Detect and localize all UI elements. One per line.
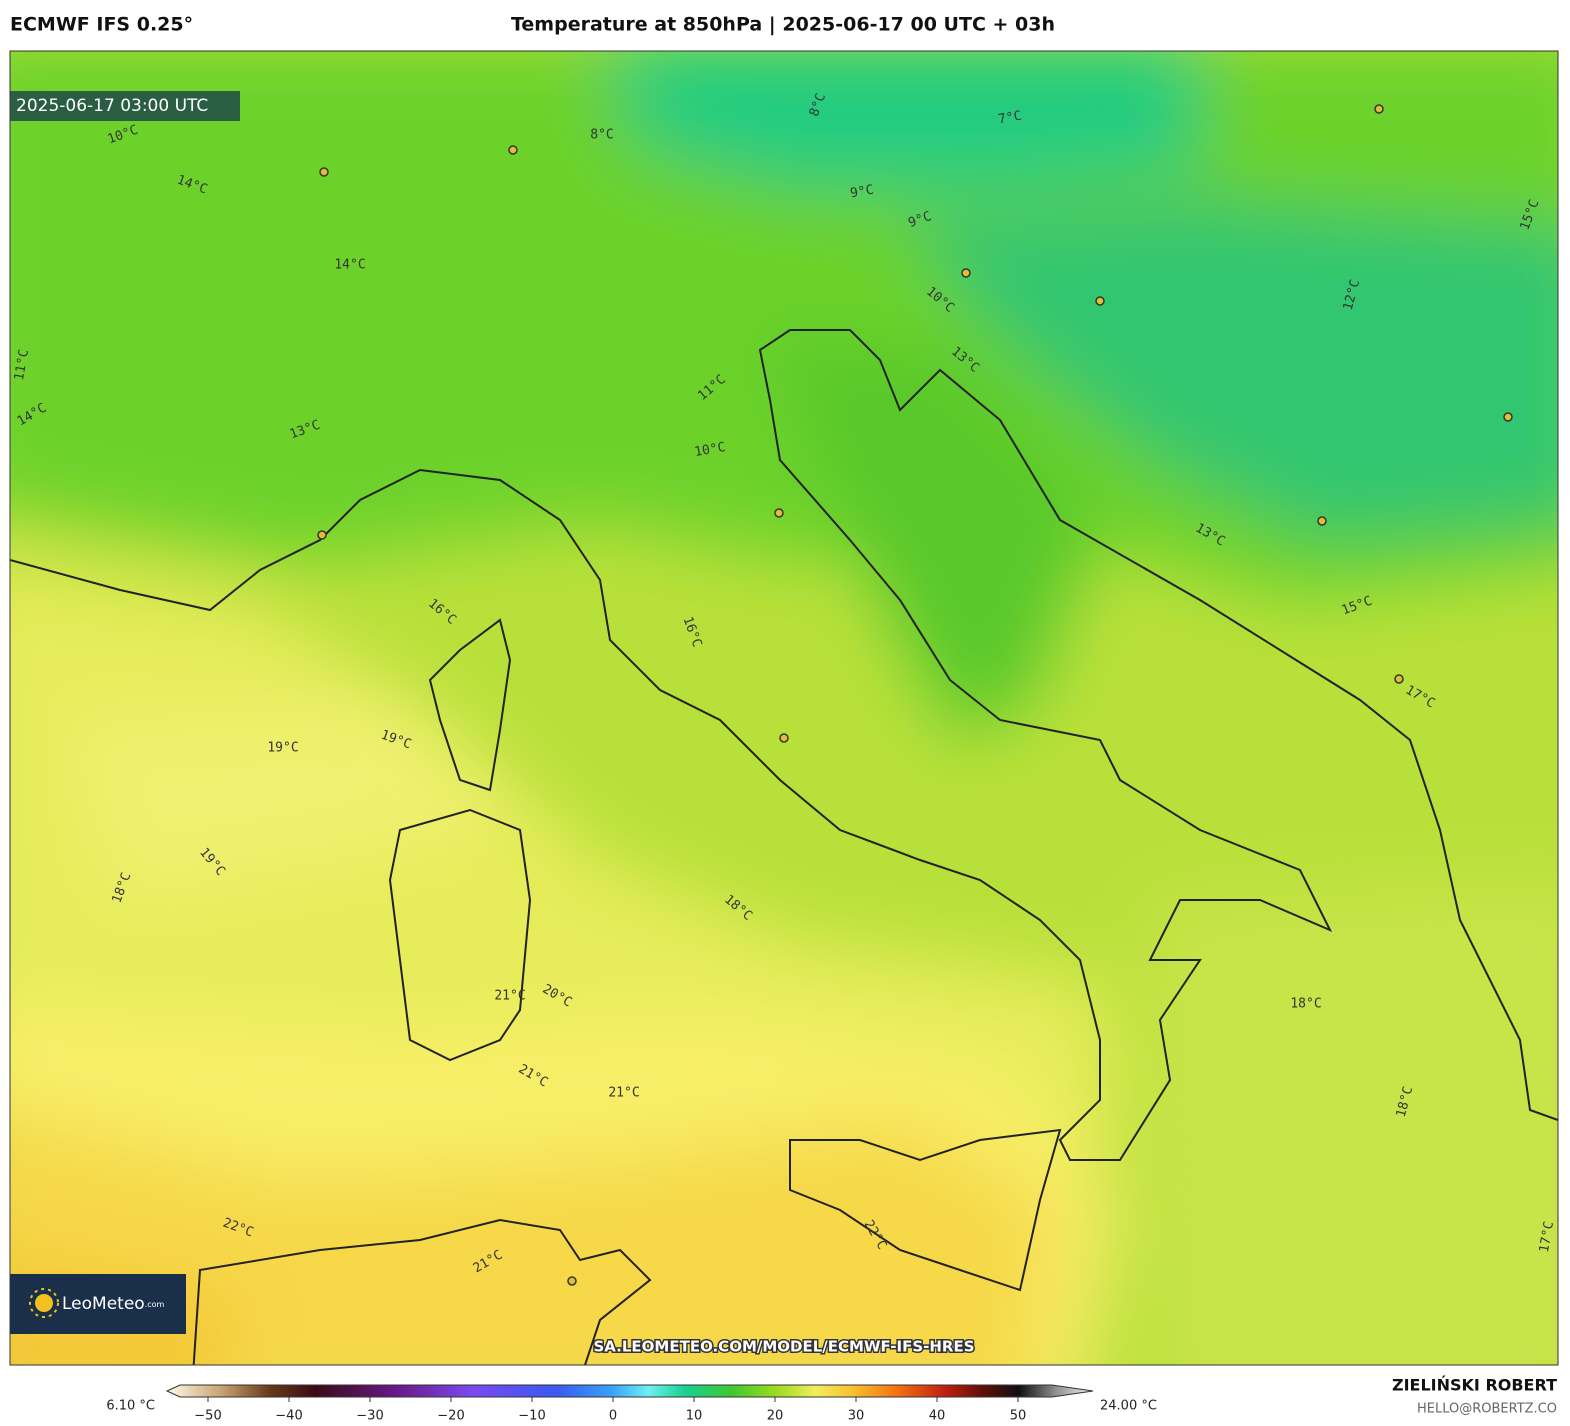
temperature-field xyxy=(10,51,1558,1365)
time-box xyxy=(10,91,240,121)
contour-label: 11°C xyxy=(12,348,32,381)
map-frame xyxy=(9,50,1559,1366)
logo-rays xyxy=(29,1288,59,1318)
colorbar-tick-label: −50 xyxy=(194,1409,221,1424)
valid-time: 2025-06-17 03:00 UTC xyxy=(16,96,208,116)
contour-label: 7°C xyxy=(997,109,1023,128)
contour-label: 14°C xyxy=(334,258,365,273)
logo-sun xyxy=(35,1294,53,1312)
source-url: SA.LEOMETEO.COM/MODEL/ECMWF-IFS-HRES xyxy=(593,1338,974,1356)
colorbar-tick-label: 0 xyxy=(609,1409,617,1424)
colorbar-tick-label: −20 xyxy=(437,1409,464,1424)
colorbar-tick-label: 20 xyxy=(767,1409,784,1424)
logo-suffix: .com xyxy=(145,1300,165,1309)
map-title: Temperature at 850hPa | 2025-06-17 00 UT… xyxy=(511,14,1055,36)
contour-label: 17°C xyxy=(1537,1220,1557,1253)
contour-label: 21°C xyxy=(494,989,525,1004)
cities xyxy=(317,104,1513,1286)
coastlines xyxy=(10,329,1558,1365)
colorbar-tick-label: −10 xyxy=(518,1409,545,1424)
colorbar-tick-label: −30 xyxy=(356,1409,383,1424)
min-label: 6.10 °C xyxy=(106,1399,155,1414)
contour-label: 9°C xyxy=(849,183,875,202)
colorbar xyxy=(165,1384,1094,1398)
model-name: ECMWF IFS 0.25° xyxy=(10,14,193,36)
email: HELLO@ROBERTZ.CO xyxy=(1417,1402,1557,1417)
contour-label: 8°C xyxy=(590,128,613,143)
colorbar-tick-label: −40 xyxy=(275,1409,302,1424)
colorbar-tick-label: 10 xyxy=(686,1409,703,1424)
contour-label: 19°C xyxy=(267,741,298,756)
logo-brand: LeoMeteo xyxy=(62,1294,145,1314)
max-label: 24.00 °C xyxy=(1100,1399,1157,1414)
logo: LeoMeteo.com xyxy=(62,1294,165,1314)
contour-label: 10°C xyxy=(693,440,726,460)
author: ZIELIŃSKI ROBERT xyxy=(1392,1376,1557,1395)
map: 10°C14°C8°C8°C 7°C9°C9°C14°C10°C13°C11°C1… xyxy=(10,51,1558,1365)
colorbar-tick-label: 40 xyxy=(929,1409,946,1424)
contour-label: 21°C xyxy=(608,1086,639,1101)
colorbar-tick-label: 50 xyxy=(1010,1409,1027,1424)
contour-label: 18°C xyxy=(1290,997,1321,1012)
colorbar-ticks: −50 −40 −30 −20 −10 0 10 20 30 40 50 xyxy=(194,1397,1026,1424)
colorbar-tick-label: 30 xyxy=(848,1409,865,1424)
